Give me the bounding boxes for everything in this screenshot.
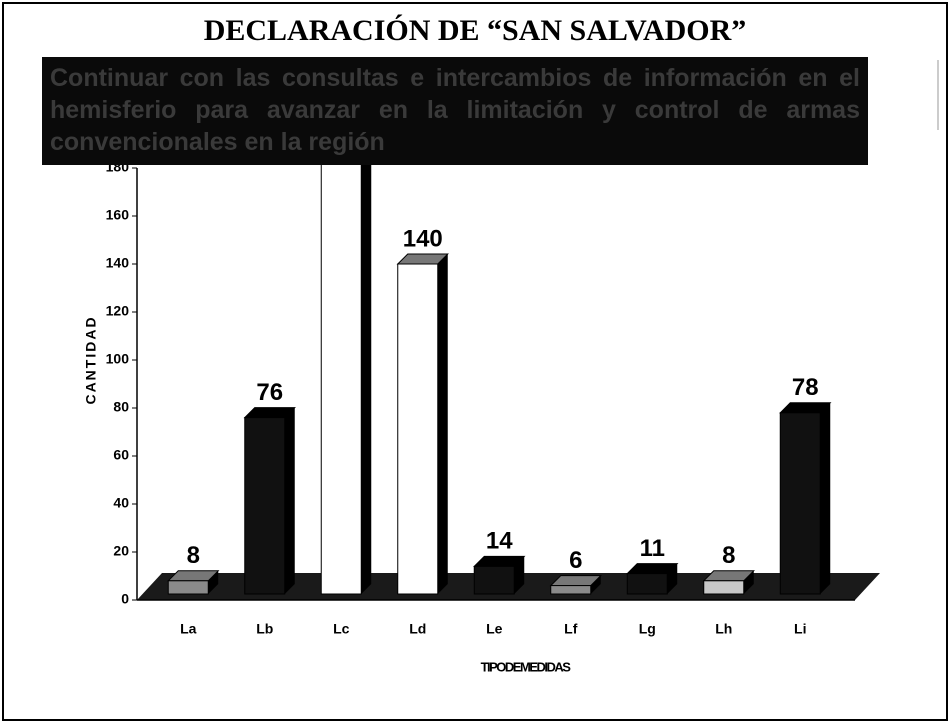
bar — [244, 417, 286, 595]
bar — [397, 263, 439, 595]
bar-side — [820, 402, 831, 594]
y-tick-label: 100 — [106, 351, 130, 367]
y-tick-label: 160 — [106, 207, 130, 223]
banner — [42, 57, 868, 165]
chart-title: DECLARACIÓN DE “SAN SALVADOR” — [204, 14, 747, 47]
x-axis-label: TIPODEMEDIDAS — [481, 659, 572, 674]
y-tick-label: 120 — [106, 303, 130, 319]
value-label: 8 — [187, 542, 200, 569]
x-tick-label: La — [180, 621, 197, 637]
bar-side — [743, 570, 754, 594]
bar — [473, 565, 515, 595]
bar-side — [284, 407, 295, 594]
x-tick-label: Le — [486, 621, 503, 637]
value-label: 6 — [569, 547, 582, 574]
value-label: 140 — [403, 225, 443, 252]
y-tick-label: 20 — [113, 543, 129, 559]
y-tick-label: 0 — [121, 591, 129, 607]
bar-side — [437, 254, 448, 594]
value-label: 76 — [256, 379, 283, 406]
x-tick-label: Li — [794, 621, 806, 637]
x-tick-label: Lf — [564, 621, 578, 637]
banner-text-box: Continuar con las consultas e intercambi… — [50, 64, 860, 156]
x-tick-label: Lc — [333, 621, 350, 637]
y-tick-label: 140 — [106, 255, 130, 271]
value-label: 14 — [486, 528, 513, 555]
plot: 020406080100120140160180CANTIDADTIPODEME… — [83, 93, 880, 674]
bar-side — [361, 122, 372, 594]
y-tick-label: 60 — [113, 447, 129, 463]
x-tick-label: Lh — [715, 621, 732, 637]
bar — [550, 585, 592, 595]
bar — [626, 573, 668, 595]
bar-side — [208, 570, 219, 594]
x-tick-label: Lg — [639, 621, 656, 637]
bar — [779, 412, 821, 595]
bar — [167, 580, 209, 595]
value-label: 78 — [792, 374, 819, 401]
bar — [320, 131, 362, 595]
y-tick-label: 80 — [113, 399, 129, 415]
y-tick-label: 40 — [113, 495, 129, 511]
banner-text: Continuar con las consultas e intercambi… — [50, 64, 860, 156]
value-label: 11 — [640, 535, 665, 562]
bar-side — [514, 556, 525, 594]
x-tick-label: Lb — [256, 621, 273, 637]
bar-side — [590, 575, 601, 594]
value-label: 8 — [722, 542, 735, 569]
x-tick-label: Ld — [409, 621, 426, 637]
bar — [703, 580, 745, 595]
y-axis-label: CANTIDAD — [83, 315, 99, 404]
